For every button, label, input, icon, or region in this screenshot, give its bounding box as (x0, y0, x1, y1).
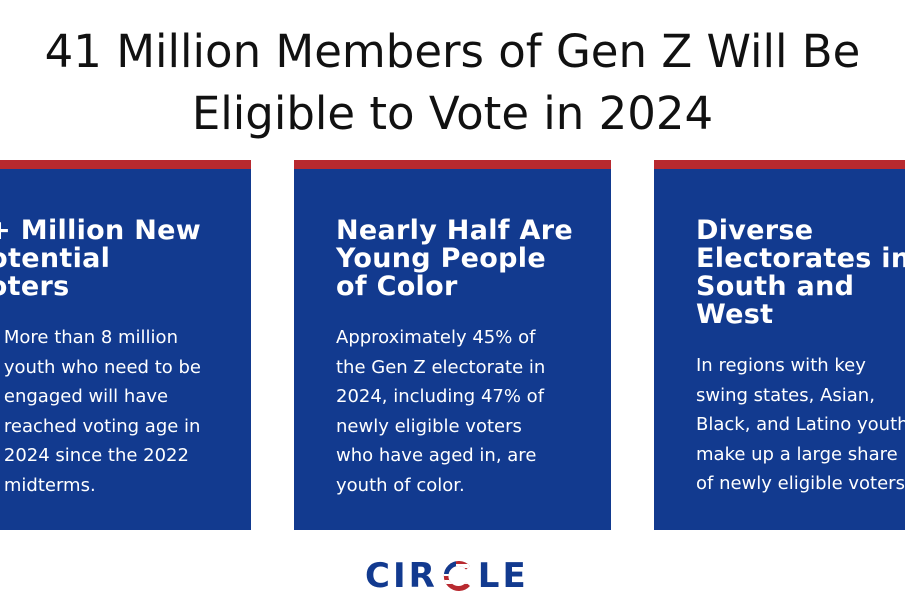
flag-c-icon (443, 560, 470, 591)
card-heading-line: Electorates in (696, 243, 905, 274)
card-body-line: make up a large share (696, 443, 898, 465)
card-heading-line: Potential (0, 243, 111, 274)
card-heading-line: South and (696, 271, 855, 302)
card-heading-line: Young People (336, 243, 546, 274)
page-title-line-2: Eligible to Vote in 2024 (191, 87, 714, 140)
card-body-line: the Gen Z electorate in (336, 356, 546, 378)
card-body: In regions with key swing states, Asian,… (696, 351, 905, 499)
card-heading-line: 8+ Million New (0, 215, 201, 246)
card-body-line: youth who need to be (3, 356, 201, 378)
card-new-voters: 8+ Million New Potential Voters More tha… (0, 160, 251, 530)
card-heading-line: West (696, 299, 774, 330)
card-diverse-electorates: Diverse Electorates in South and West In… (654, 160, 905, 530)
logo-text-end: LE (477, 555, 529, 596)
card-body-line: Black, and Latino youth (696, 414, 905, 435)
card-heading-line: Nearly Half Are (336, 215, 573, 246)
card-heading: 8+ Million New Potential Voters (0, 217, 201, 301)
card-body: Approximately 45% of the Gen Z electorat… (336, 323, 545, 500)
card-body-line: More than 8 million (3, 327, 178, 348)
card-body-line: 2024, including 47% of (336, 386, 545, 407)
card-heading-line: Voters (0, 271, 70, 302)
card-body-line: 2024 since the 2022 (3, 445, 189, 466)
card-body: More than 8 million youth who need to be… (4, 323, 201, 500)
card-heading: Nearly Half Are Young People of Color (336, 217, 573, 301)
card-heading-line: of Color (336, 271, 458, 302)
card-body-line: Approximately 45% of (336, 327, 536, 348)
card-young-people-of-color: Nearly Half Are Young People of Color Ap… (294, 160, 611, 530)
card-heading-line: Diverse (696, 215, 814, 246)
card-body-line: who have aged in, are (336, 445, 537, 466)
card-heading: Diverse Electorates in South and West (696, 217, 905, 329)
card-body-line: In regions with key (696, 355, 866, 376)
card-body-line: youth of color. (336, 474, 465, 496)
logo-text-start: CIR (365, 555, 438, 596)
circle-logo: CIR LE (365, 553, 529, 598)
card-body-line: of newly eligible voters. (696, 473, 905, 494)
card-body-line: reached voting age in (3, 415, 201, 437)
card-body-line: swing states, Asian, (696, 384, 875, 406)
card-body-line: midterms. (3, 474, 96, 496)
card-body-line: engaged will have (3, 386, 169, 407)
card-body-line: newly eligible voters (336, 415, 522, 437)
page-title-line-1: 41 Million Members of Gen Z Will Be (44, 25, 861, 78)
